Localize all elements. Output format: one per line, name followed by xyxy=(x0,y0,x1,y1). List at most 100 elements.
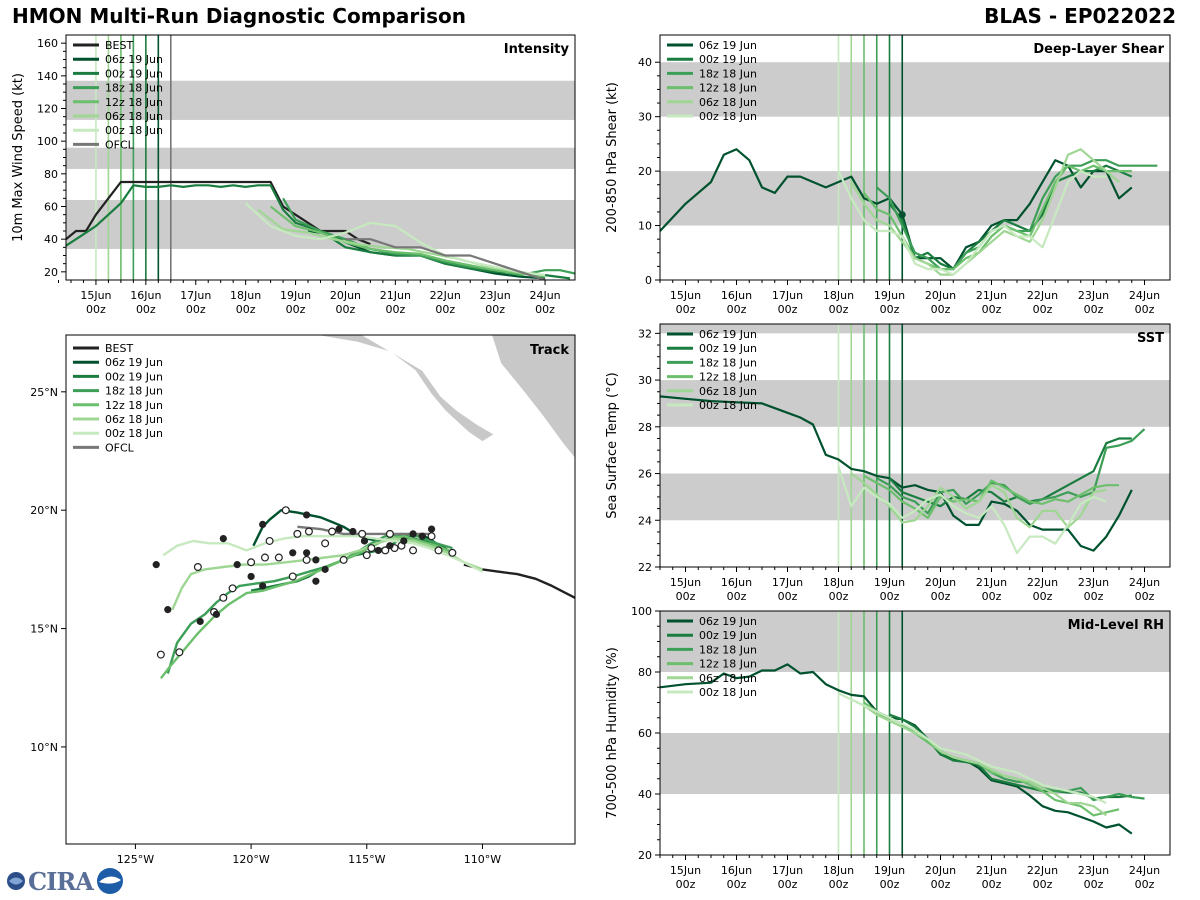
sst-xtick-label: 00z xyxy=(880,590,900,603)
track-point-open xyxy=(427,532,436,541)
intensity-xtick-label: 00z xyxy=(286,303,306,316)
shear-xtick-label: 15Jun xyxy=(670,289,701,302)
rh-xtick-label: 23Jun xyxy=(1078,864,1109,877)
track-point-filled xyxy=(152,561,160,569)
shear-xtick-label: 00z xyxy=(1135,303,1155,316)
shear-xtick-label: 18Jun xyxy=(823,289,854,302)
rh-xtick-label: 00z xyxy=(1084,878,1104,891)
track-legend-label: 00z 19 Jun xyxy=(105,370,163,383)
sst-series-00z-18-jun xyxy=(837,466,1107,555)
track-point-open xyxy=(409,546,418,555)
track-point-filled xyxy=(212,610,220,618)
intensity-legend-label: 00z 18 Jun xyxy=(105,124,163,137)
intensity-xtick-label: 00z xyxy=(336,303,356,316)
intensity-xtick-label: 00z xyxy=(186,303,206,316)
shear-marker xyxy=(898,211,906,219)
intensity-legend-label: OFCL xyxy=(105,138,135,151)
shear-band xyxy=(660,171,1170,226)
shear-xtick-label: 00z xyxy=(931,303,951,316)
intensity-xtick-label: 17Jun xyxy=(180,289,211,302)
track-point-filled xyxy=(259,582,267,590)
shear-ytick-label: 20 xyxy=(638,165,652,178)
shear-xtick-label: 00z xyxy=(727,303,747,316)
intensity-xtick-label: 00z xyxy=(385,303,405,316)
intensity-ytick-label: 20 xyxy=(44,266,58,279)
shear-xtick-label: 20Jun xyxy=(925,289,956,302)
track-point-filled xyxy=(349,527,357,536)
intensity-ytick-label: 140 xyxy=(37,70,58,83)
shear-xtick-label: 00z xyxy=(1084,303,1104,316)
rh-xtick-label: 00z xyxy=(829,878,849,891)
sst-xtick-label: 00z xyxy=(778,590,798,603)
track-series-12z-18-jun xyxy=(159,535,456,680)
shear-xtick-label: 19Jun xyxy=(874,289,905,302)
intensity-ytick-label: 60 xyxy=(44,201,58,214)
intensity-xtick-label: 00z xyxy=(136,303,156,316)
sst-xtick-label: 23Jun xyxy=(1078,576,1109,589)
noaa-emblem-icon xyxy=(96,868,123,894)
intensity-xtick-label: 16Jun xyxy=(130,289,161,302)
rh-ytick-label: 60 xyxy=(638,727,652,740)
track-point-open xyxy=(293,529,302,538)
rh-legend-label: 12z 18 Jun xyxy=(699,658,757,671)
track-point-open xyxy=(304,527,313,536)
track-point-filled xyxy=(335,525,343,533)
intensity-xtick-label: 23Jun xyxy=(480,289,511,302)
sst-plot-area xyxy=(660,324,1170,567)
sst-xtick-label: 17Jun xyxy=(772,576,803,589)
shear-series-00z-18-jun xyxy=(837,170,1107,276)
track-series-18z-18-jun xyxy=(166,532,453,674)
intensity-ytick-label: 100 xyxy=(37,135,58,148)
rh-series-06z-18-jun xyxy=(850,698,1107,817)
track-point-open xyxy=(367,544,376,553)
track-point-filled xyxy=(427,525,436,533)
shear-xtick-label: 17Jun xyxy=(772,289,803,302)
sst-band xyxy=(660,324,1170,334)
sst-legend-label: 12z 18 Jun xyxy=(699,371,757,384)
track-point-filled xyxy=(360,537,369,545)
sst-xtick-label: 00z xyxy=(1135,590,1155,603)
shear-xtick-label: 00z xyxy=(778,303,798,316)
intensity-ytick-label: 40 xyxy=(44,233,58,246)
intensity-band xyxy=(66,199,575,249)
rh-xtick-label: 20Jun xyxy=(925,864,956,877)
track-point-filled xyxy=(303,549,311,557)
shear-series-12z-18-jun xyxy=(863,164,1132,271)
shear-legend-label: 00z 19 Jun xyxy=(699,53,757,66)
track-point-filled xyxy=(418,532,426,540)
shear-ytick-label: 0 xyxy=(645,274,652,287)
rh-xtick-label: 19Jun xyxy=(874,864,905,877)
intensity-ytick-label: 120 xyxy=(37,103,58,116)
shear-title: Deep-Layer Shear xyxy=(1033,42,1164,57)
rh-ylabel: 700-500 hPa Humidity (%) xyxy=(605,647,620,819)
shear-xtick-label: 00z xyxy=(676,303,696,316)
shear-ytick-label: 30 xyxy=(638,111,652,124)
sst-xtick-label: 24Jun xyxy=(1129,576,1160,589)
track-xtick-label: 110°W xyxy=(464,853,501,866)
shear-band xyxy=(660,62,1170,117)
shear-plot-area xyxy=(660,35,1170,280)
intensity-ytick-label: 160 xyxy=(37,37,58,50)
sst-xtick-label: 16Jun xyxy=(721,576,752,589)
intensity-xtick-label: 20Jun xyxy=(330,289,361,302)
rh-xtick-label: 00z xyxy=(778,878,798,891)
track-point-open xyxy=(448,548,457,557)
cira-logo-text: CIRA xyxy=(28,866,94,896)
track-point-filled xyxy=(164,606,172,614)
cira-globe-icon xyxy=(7,872,25,890)
shear-ylabel: 200-850 hPa Shear (kt) xyxy=(605,82,620,233)
intensity-legend-label: 06z 19 Jun xyxy=(105,53,163,66)
intensity-legend-label: 18z 18 Jun xyxy=(105,82,163,95)
sst-xtick-label: 18Jun xyxy=(823,576,854,589)
track-legend-label: BEST xyxy=(105,342,133,355)
sst-ytick-label: 26 xyxy=(638,468,652,481)
track-point-filled xyxy=(386,542,394,550)
sst-xtick-label: 00z xyxy=(931,590,951,603)
track-series-00z-19-jun xyxy=(250,537,449,592)
shear-xtick-label: 22Jun xyxy=(1027,289,1058,302)
rh-xtick-label: 00z xyxy=(982,878,1002,891)
rh-xtick-label: 00z xyxy=(676,878,696,891)
intensity-legend-label: 12z 18 Jun xyxy=(105,96,163,109)
